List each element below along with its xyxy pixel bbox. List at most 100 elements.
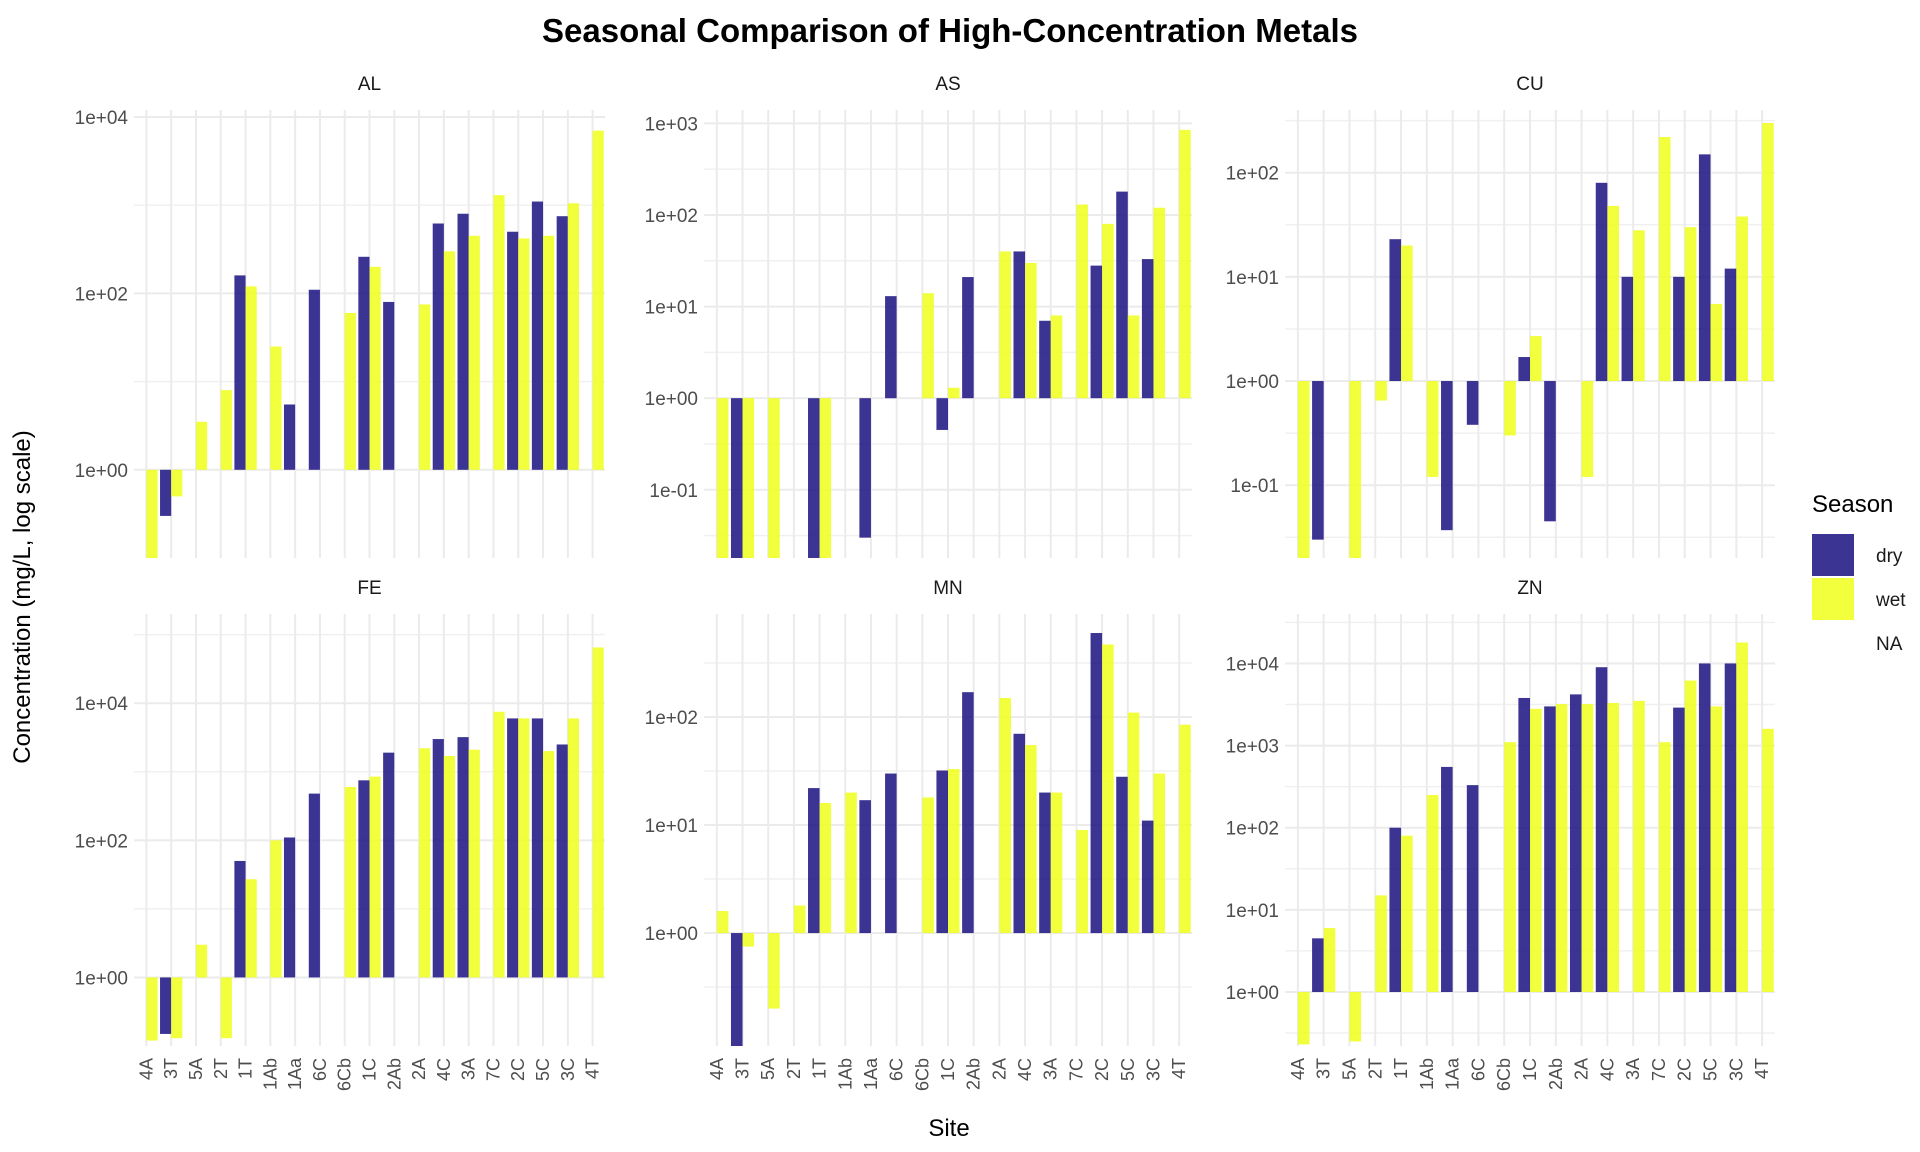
bar-cu-dry-1aa [1441, 381, 1453, 531]
x-tick-label: 1T [236, 1058, 256, 1079]
legend-label-na: NA [1876, 634, 1903, 655]
bar-fe-wet-2c [518, 718, 530, 978]
y-tick-label: 1e+02 [75, 831, 128, 852]
x-tick-label: 3A [1041, 1058, 1061, 1080]
x-tick-label: 3T [1314, 1058, 1334, 1079]
x-tick-label: 4T [583, 1058, 603, 1079]
legend-label-wet: wet [1875, 590, 1906, 611]
bar-fe-wet-2t [220, 977, 232, 1039]
bar-cu-dry-6c [1466, 381, 1479, 425]
bar-cu-dry-5c [1698, 154, 1711, 382]
bar-cu-dry-2ab [1544, 381, 1556, 522]
bar-as-wet-3c [1153, 207, 1166, 399]
x-tick-label: 4C [434, 1058, 454, 1081]
facet-panels: 1e+001e+021e+04AL1e-011e+001e+011e+021e+… [75, 74, 1775, 1091]
bar-cu-wet-2t [1375, 381, 1387, 401]
bar-fe-dry-5c [531, 718, 544, 978]
x-tick-label: 1Aa [861, 1057, 881, 1090]
bar-fe-dry-1aa [283, 837, 296, 978]
y-tick-label: 1e+01 [1226, 901, 1279, 922]
bar-cu-wet-3c [1736, 216, 1748, 382]
bar-cu-wet-6cb [1504, 381, 1516, 436]
bar-as-wet-6cb [922, 293, 934, 399]
bar-al-dry-2c [507, 231, 519, 470]
x-tick-label: 1Ab [1417, 1058, 1437, 1090]
bar-al-wet-3t [171, 469, 183, 497]
bar-zn-wet-6cb [1504, 742, 1516, 992]
bar-cu-dry-1t [1389, 239, 1402, 382]
bar-cu-wet-2a [1581, 381, 1594, 477]
bar-fe-wet-3c [567, 718, 579, 978]
x-tick-label: 5C [1118, 1058, 1138, 1081]
bar-mn-dry-2ab [962, 692, 974, 934]
bar-cu-dry-4c [1595, 182, 1608, 382]
bar-al-dry-6c [308, 289, 320, 470]
bar-zn-dry-2ab [1544, 706, 1556, 992]
x-tick-label: 4A [707, 1058, 727, 1080]
bar-as-dry-3t [730, 398, 743, 558]
x-tick-label: 2T [784, 1058, 804, 1079]
bar-zn-wet-7c [1658, 742, 1671, 992]
bar-zn-wet-4t [1762, 728, 1774, 992]
bar-zn-dry-1t [1389, 827, 1402, 992]
bar-cu-wet-7c [1658, 137, 1671, 382]
bar-al-dry-2ab [383, 301, 395, 470]
x-tick-label: 2C [508, 1058, 528, 1081]
x-tick-label: 3C [1144, 1058, 1164, 1081]
bar-mn-wet-1t [819, 803, 832, 934]
x-tick-label: 3C [558, 1058, 578, 1081]
bar-mn-dry-1aa [859, 800, 871, 934]
bar-cu-wet-4a [1297, 381, 1310, 558]
x-tick-label: 6Cb [912, 1058, 932, 1091]
bar-al-wet-1t [245, 286, 257, 470]
facet-label: ZN [1517, 578, 1542, 599]
legend: Season dry wet NA [1812, 491, 1906, 655]
bar-al-wet-4c [443, 251, 456, 470]
x-tick-label: 5A [758, 1058, 778, 1080]
bar-as-wet-2c [1102, 223, 1114, 399]
facet-label: FE [357, 578, 381, 599]
bar-fe-wet-3a [468, 749, 480, 978]
bar-fe-wet-5c [543, 751, 555, 978]
facet-label: CU [1516, 74, 1543, 95]
bar-zn-dry-2a [1569, 694, 1582, 992]
x-tick-label: 4A [136, 1058, 156, 1080]
bar-zn-dry-6c [1466, 785, 1479, 992]
bar-fe-wet-4c [443, 755, 456, 978]
bar-as-wet-5c [1127, 315, 1140, 399]
bar-as-wet-4a [716, 398, 729, 558]
bar-cu-wet-3a [1633, 230, 1645, 382]
bar-al-wet-5a [195, 421, 208, 470]
bar-fe-wet-7c [493, 711, 505, 978]
bar-mn-wet-1ab [845, 792, 857, 934]
bar-as-wet-4t [1179, 129, 1191, 399]
x-tick-label: 3A [1623, 1058, 1643, 1080]
y-tick-label: 1e+01 [645, 298, 698, 319]
y-tick-label: 1e+00 [1226, 983, 1279, 1004]
bar-zn-wet-2t [1375, 895, 1387, 992]
x-tick-label: 1C [1520, 1058, 1540, 1081]
bar-as-wet-4c [1025, 262, 1037, 399]
y-tick-label: 1e+02 [645, 206, 698, 227]
x-tick-label: 2Ab [384, 1058, 404, 1090]
bar-fe-dry-3a [457, 737, 469, 978]
x-tick-label: 3T [733, 1058, 753, 1079]
bar-as-dry-1c [936, 398, 948, 430]
bar-fe-wet-4t [592, 647, 604, 978]
facet-label: AL [358, 74, 381, 95]
bar-cu-wet-1ab [1426, 381, 1439, 477]
bar-mn-wet-1c [948, 769, 960, 934]
bar-as-wet-3a [1050, 315, 1063, 399]
bar-al-wet-3a [468, 235, 480, 470]
bar-as-dry-5c [1116, 191, 1128, 399]
bar-fe-dry-4c [432, 739, 444, 978]
bar-al-dry-1aa [283, 404, 296, 470]
x-tick-label: 2Ab [1546, 1058, 1566, 1090]
bar-fe-dry-1c [358, 780, 370, 978]
bar-zn-dry-3c [1724, 663, 1737, 992]
y-tick-label: 1e+04 [75, 108, 129, 129]
chart-title: Seasonal Comparison of High-Concentratio… [542, 12, 1358, 49]
bar-fe-dry-1t [234, 860, 246, 978]
bar-al-dry-4c [432, 223, 444, 470]
